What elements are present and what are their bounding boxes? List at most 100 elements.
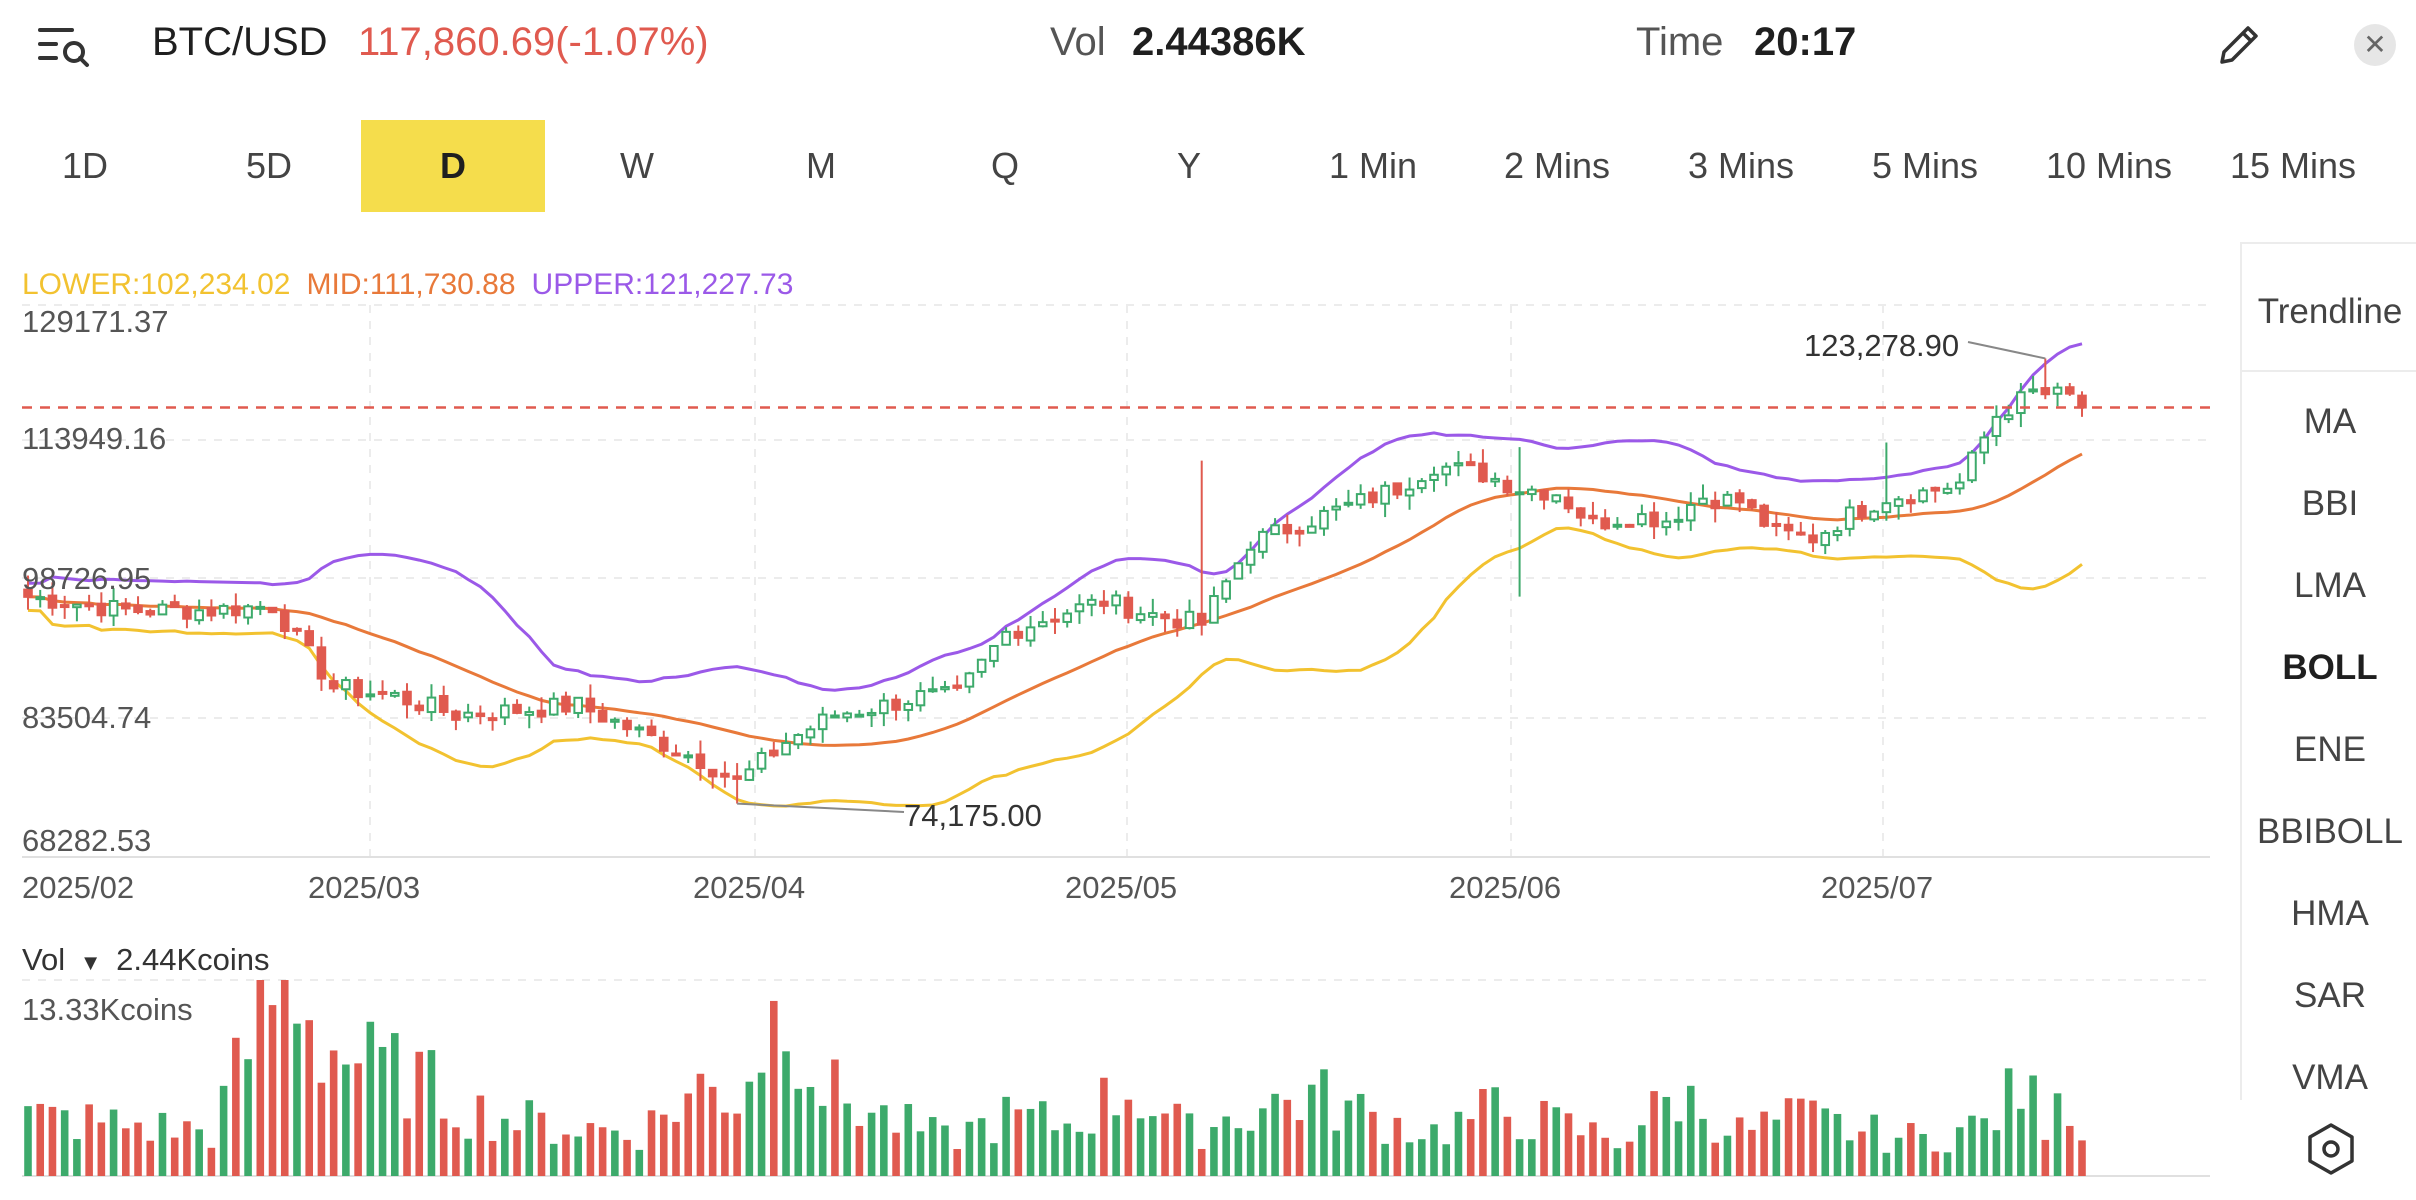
volume-bar: [1699, 1118, 1707, 1176]
volume-bar: [708, 1086, 717, 1176]
volume-bar: [280, 980, 289, 1176]
time-value: 20:17: [1754, 20, 1857, 64]
candle-body: [169, 601, 180, 609]
period-tab[interactable]: Q: [990, 145, 1019, 186]
period-tab[interactable]: 1D: [61, 145, 109, 186]
indicator-lma[interactable]: LMA: [2294, 566, 2366, 605]
period-tab[interactable]: 2 Mins: [1503, 145, 1611, 186]
indicator-vma[interactable]: VMA: [2292, 1058, 2368, 1097]
volume-bar: [1307, 1084, 1316, 1176]
candle-body: [1857, 505, 1867, 519]
period-tab[interactable]: 5 Mins: [1871, 145, 1979, 186]
candle-body: [341, 679, 351, 691]
candle-body: [1954, 481, 1965, 490]
volume-bar: [1919, 1133, 1927, 1176]
candle-body: [940, 686, 950, 691]
volume-bar: [170, 1137, 179, 1176]
candle-body: [1722, 493, 1733, 507]
volume-bar: [586, 1123, 595, 1176]
candle-body: [671, 752, 681, 757]
indicator-trendline[interactable]: Trendline: [2257, 292, 2403, 331]
candle-body: [1942, 487, 1953, 494]
indicator-sar[interactable]: SAR: [2294, 976, 2366, 1015]
candle-body: [231, 605, 241, 617]
volume-bar: [476, 1095, 485, 1176]
period-tabs: 1D 5D D W M Q Y 1 Min 2 Mins 3 Mins 5 Mins 10 Mins 1…: [0, 120, 2416, 214]
candle-body: [59, 604, 70, 609]
volume-bar: [122, 1128, 130, 1176]
price-chart[interactable]: 123,278.90 74,175.00: [0, 230, 2240, 1190]
candle-body: [683, 754, 694, 759]
indicator-hma[interactable]: HMA: [2291, 894, 2369, 933]
period-tab[interactable]: 10 Mins: [2045, 145, 2173, 186]
pencil-icon[interactable]: [2214, 20, 2264, 70]
volume-bar: [1601, 1137, 1609, 1176]
indicator-bbi[interactable]: BBI: [2301, 484, 2359, 523]
volume-bar: [647, 1110, 656, 1176]
volume-bar: [1259, 1108, 1267, 1176]
indicator-boll[interactable]: BOLL: [2282, 648, 2378, 687]
candle-body: [438, 694, 449, 713]
candle-body: [1368, 491, 1378, 504]
candle-body: [1209, 595, 1219, 624]
candle-body: [793, 733, 804, 746]
period-tab[interactable]: W: [620, 145, 654, 186]
indicator-bbiboll[interactable]: BBIBOLL: [2257, 812, 2403, 851]
volume-bar: [867, 1112, 876, 1176]
volume-bar: [415, 1051, 424, 1176]
candle-body: [1563, 496, 1574, 510]
candle-body: [634, 726, 645, 731]
volume-header[interactable]: Vol ▼ 2.44Kcoins: [22, 942, 270, 978]
volume-bar: [1552, 1107, 1561, 1176]
candle-body: [2064, 386, 2075, 395]
volume-bar: [378, 1046, 387, 1176]
volume-bar: [598, 1127, 607, 1176]
period-tab[interactable]: 3 Mins: [1687, 145, 1795, 186]
close-button[interactable]: ✕: [2354, 24, 2396, 66]
settings-hexagon-icon[interactable]: [2304, 1122, 2358, 1176]
menu-search-icon[interactable]: [36, 22, 92, 70]
candle-body: [1148, 612, 1158, 618]
indicator-ma[interactable]: MA: [2303, 402, 2357, 441]
volume-bar: [1026, 1108, 1035, 1176]
period-tab[interactable]: 5D: [245, 145, 293, 186]
candle-body: [389, 691, 400, 697]
volume-bar: [1466, 1119, 1475, 1176]
candle-body: [1979, 436, 1989, 454]
period-tab[interactable]: Y: [1176, 145, 1201, 186]
candle-body: [1453, 462, 1464, 467]
volume-bar: [1650, 1091, 1658, 1176]
candle-body: [414, 704, 425, 712]
volume-bar: [1038, 1101, 1047, 1176]
volume-bar: [452, 1127, 460, 1176]
volume-bar: [427, 1050, 436, 1176]
candle-body: [1013, 630, 1024, 639]
candle-body: [1258, 530, 1268, 553]
candle-body: [218, 604, 229, 615]
volume-bar: [733, 1113, 741, 1176]
candle-body: [1514, 491, 1525, 496]
indicator-ene[interactable]: ENE: [2294, 730, 2366, 769]
candle-body: [47, 594, 58, 609]
candle-body: [133, 604, 143, 614]
boll-lower-line: [27, 526, 2083, 808]
period-tab[interactable]: 15 Mins: [2229, 145, 2357, 186]
candle-body: [1612, 523, 1623, 528]
volume-bar: [256, 980, 265, 1176]
volume-bar: [1283, 1099, 1292, 1176]
period-tab[interactable]: 1 Min: [1328, 145, 1418, 186]
volume-bar: [635, 1149, 644, 1176]
candle-body: [1074, 603, 1085, 613]
period-tab[interactable]: M: [806, 145, 836, 186]
volume-bar: [1955, 1127, 1964, 1176]
candle-body: [377, 690, 388, 695]
volume-bar: [806, 1086, 815, 1176]
candle-body: [1906, 499, 1916, 505]
symbol-title[interactable]: BTC/USD: [152, 20, 328, 64]
volume-bar: [1858, 1131, 1866, 1176]
high-price-label: 123,278.90: [1804, 328, 1959, 363]
candle-body: [1294, 529, 1305, 535]
candle-body: [1967, 451, 1977, 482]
volume-bar: [1821, 1108, 1830, 1176]
period-tab[interactable]: D: [361, 120, 545, 212]
